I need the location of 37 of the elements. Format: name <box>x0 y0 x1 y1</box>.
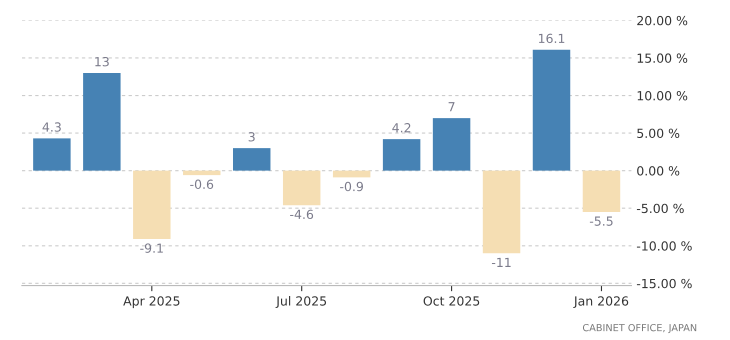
bar <box>382 139 420 171</box>
bar <box>133 170 171 240</box>
text: CABINET OFFICE, JAPAN <box>582 324 696 334</box>
y-tick-label: 0.00 % <box>637 166 680 176</box>
y-tick-label: -15.00 % <box>636 278 692 288</box>
x-tick-label: Jan 2026 <box>573 296 628 308</box>
data-label: -5.5 <box>590 216 613 226</box>
bar <box>482 170 520 254</box>
bar <box>232 148 270 171</box>
bar <box>432 118 470 171</box>
bar <box>332 170 370 178</box>
data-label: 13 <box>95 56 109 66</box>
data-label: -0.6 <box>190 180 214 190</box>
bar <box>582 170 620 212</box>
y-tick-label: 5.00 % <box>637 128 680 138</box>
bar <box>33 138 71 171</box>
bar <box>183 170 221 176</box>
data-label: 7 <box>448 102 454 112</box>
y-tick-label: -10.00 % <box>636 241 692 251</box>
x-tick-label: Apr 2025 <box>123 296 180 308</box>
bar <box>83 72 121 171</box>
data-label: 3 <box>248 132 255 142</box>
x-tick-label: Jul 2025 <box>276 296 326 308</box>
bar <box>282 170 320 206</box>
data-label: -9.1 <box>140 243 163 253</box>
y-tick-label: 10.00 % <box>638 91 688 100</box>
data-label: -11 <box>492 258 511 267</box>
y-tick-label: 20.00 % <box>637 16 688 26</box>
data-label: -0.9 <box>340 182 363 192</box>
y-tick-label: -5.00 % <box>636 204 684 214</box>
bar <box>532 50 570 171</box>
data-label: -4.6 <box>290 210 314 220</box>
y-tick-label: 15.00 % <box>638 53 688 63</box>
data-label: 16.1 <box>538 34 564 44</box>
x-tick-label: Oct 2025 <box>424 296 480 306</box>
data-label: 4.2 <box>392 123 410 132</box>
data-label: 4.3 <box>42 122 61 132</box>
